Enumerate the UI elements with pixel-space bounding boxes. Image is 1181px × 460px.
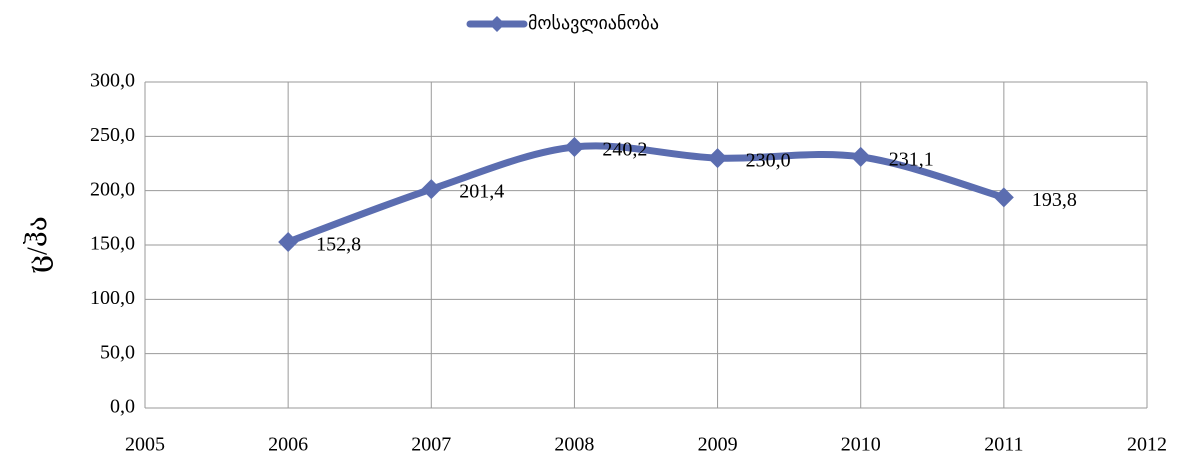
x-tick-label: 2010 (841, 434, 881, 456)
data-label: 201,4 (459, 181, 504, 203)
y-tick-label: 150,0 (90, 233, 135, 255)
marker (707, 148, 728, 169)
x-tick-label: 2005 (125, 434, 165, 456)
x-tick-label: 2009 (698, 434, 738, 456)
marker (564, 136, 585, 157)
x-tick-label: 2011 (984, 434, 1023, 456)
line (284, 142, 1008, 246)
x-tick-label: 2007 (411, 434, 451, 456)
marker (421, 179, 442, 200)
x-tick-label: 2012 (1127, 434, 1167, 456)
y-tick-label: 50,0 (100, 341, 135, 363)
legend-label: მოსავლიანობა (528, 13, 659, 34)
y-tick-label: 300,0 (90, 70, 135, 92)
y-tick-label: 200,0 (90, 178, 135, 200)
data-label: 240,2 (602, 139, 647, 161)
data-label: 193,8 (1032, 189, 1077, 211)
marker (850, 146, 871, 167)
y-axis-label: ც/ჰა (22, 216, 53, 274)
data-label: 231,1 (889, 148, 934, 170)
x-tick-label: 2006 (268, 434, 308, 456)
legend-marker (489, 16, 505, 32)
y-tick-label: 100,0 (90, 287, 135, 309)
y-tick-label: 250,0 (90, 124, 135, 146)
marker (278, 231, 299, 252)
x-tick-label: 2008 (554, 434, 594, 456)
data-label: 230,0 (746, 150, 791, 172)
data-label: 152,8 (316, 234, 361, 256)
y-tick-label: 0,0 (110, 396, 135, 418)
marker (993, 187, 1014, 208)
